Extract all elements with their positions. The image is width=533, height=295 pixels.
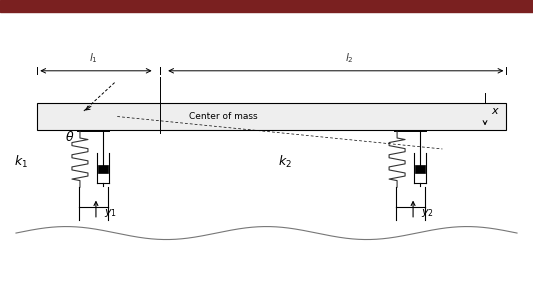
Bar <box>37 103 506 130</box>
Bar <box>98 165 108 173</box>
Text: $k_1$: $k_1$ <box>14 154 28 170</box>
Text: Center of mass: Center of mass <box>189 112 258 121</box>
Text: $\mathit{l}_2$: $\mathit{l}_2$ <box>345 52 353 65</box>
Bar <box>415 165 425 173</box>
Text: $x$: $x$ <box>491 106 500 116</box>
Text: $y_2$: $y_2$ <box>421 207 434 219</box>
Text: $y_1$: $y_1$ <box>104 207 117 219</box>
Text: $k_2$: $k_2$ <box>278 154 292 170</box>
Text: $\theta$: $\theta$ <box>64 130 74 144</box>
Bar <box>0 0 533 12</box>
Text: $\mathit{l}_1$: $\mathit{l}_1$ <box>89 52 98 65</box>
